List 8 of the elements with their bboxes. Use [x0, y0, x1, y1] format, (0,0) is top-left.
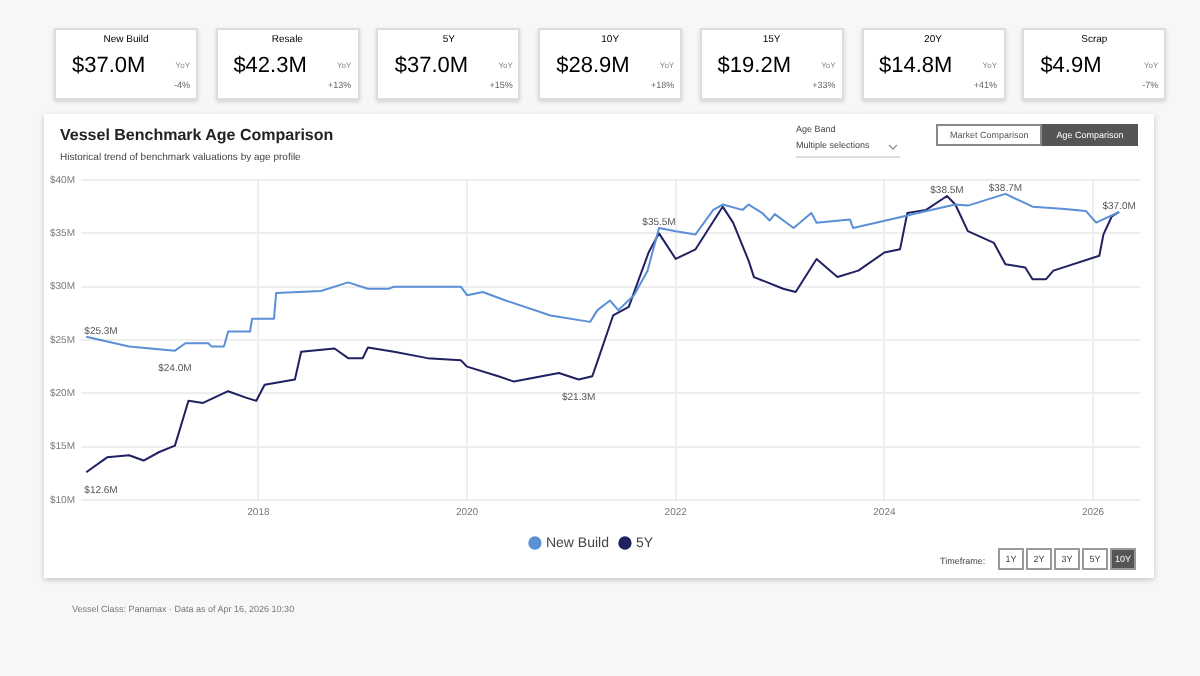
- chart-title: Vessel Benchmark Age Comparison: [60, 126, 334, 144]
- text: $28.9M: [556, 54, 630, 78]
- text: $4.9M: [1040, 54, 1102, 78]
- text: $37.0M: [394, 54, 469, 78]
- text: $42.3M: [233, 54, 307, 78]
- text: $19.2M: [717, 54, 791, 78]
- text: $37.0M: [72, 54, 146, 78]
- text: $14.8M: [879, 54, 953, 78]
